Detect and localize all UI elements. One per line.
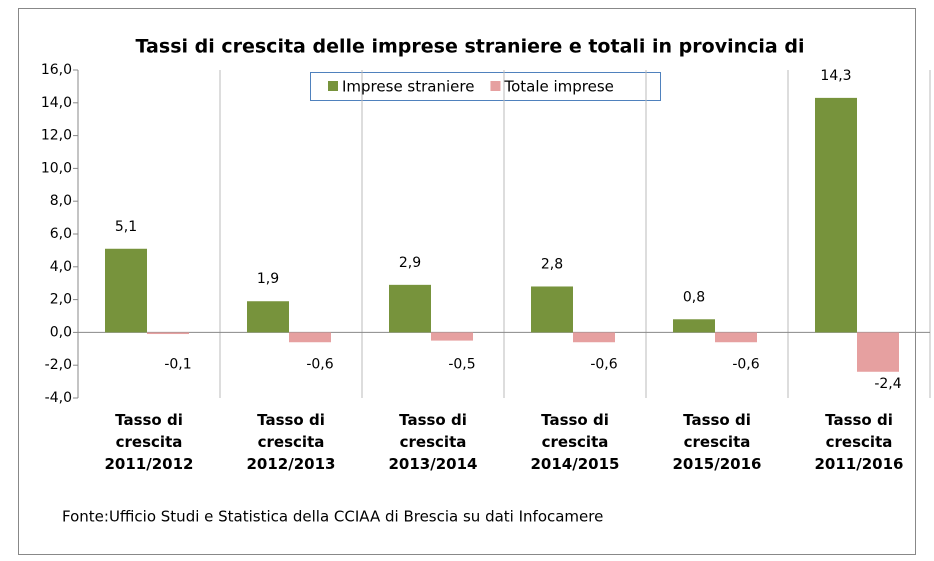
x-tick-label: Tasso di crescita 2013/2014 <box>388 411 478 473</box>
bar <box>815 97 857 333</box>
bar <box>573 332 615 343</box>
y-tick-label: 2,0 <box>50 292 72 308</box>
value-label: -0,1 <box>164 356 191 372</box>
bar <box>147 332 189 335</box>
bar <box>289 332 331 343</box>
bar <box>715 332 757 343</box>
legend-label: Imprese straniere <box>342 78 474 96</box>
bar <box>673 319 715 333</box>
y-tick-label: 6,0 <box>50 226 72 242</box>
value-label: 5,1 <box>115 219 137 235</box>
x-tick-label: Tasso di crescita 2014/2015 <box>530 411 620 473</box>
x-tick-label: Tasso di crescita 2012/2013 <box>246 411 336 473</box>
bar <box>105 248 147 333</box>
bar <box>247 301 289 333</box>
bar <box>431 332 473 341</box>
y-tick-label: 10,0 <box>41 160 72 176</box>
value-label: -0,6 <box>590 356 617 372</box>
value-label: -0,5 <box>448 356 475 372</box>
y-tick-label: 16,0 <box>41 62 72 78</box>
value-label: -0,6 <box>732 356 759 372</box>
value-label: 14,3 <box>820 68 851 84</box>
y-tick-label: -2,0 <box>45 357 72 373</box>
legend-swatch <box>328 81 338 91</box>
y-tick-label: 12,0 <box>41 128 72 144</box>
y-tick-label: -4,0 <box>45 390 72 406</box>
value-label: 1,9 <box>257 271 279 287</box>
value-label: 2,9 <box>399 255 421 271</box>
chart-title: Tassi di crescita delle imprese stranier… <box>136 36 805 58</box>
y-tick-label: 14,0 <box>41 95 72 111</box>
value-label: 2,8 <box>541 256 563 272</box>
bar <box>531 286 573 333</box>
bar <box>389 284 431 333</box>
x-tick-label: Tasso di crescita 2011/2012 <box>104 411 194 473</box>
y-tick-label: 8,0 <box>50 193 72 209</box>
value-label: 0,8 <box>683 289 705 305</box>
x-tick-label: Tasso di crescita 2011/2016 <box>814 411 904 473</box>
value-label: -0,6 <box>306 356 333 372</box>
legend-label: Totale imprese <box>503 78 613 96</box>
bar <box>857 332 899 372</box>
source-note: Fonte:Ufficio Studi e Statistica della C… <box>62 508 603 526</box>
x-tick-label: Tasso di crescita 2015/2016 <box>672 411 762 473</box>
legend-swatch <box>490 81 501 91</box>
y-tick-label: 0,0 <box>50 324 72 340</box>
legend-box <box>310 72 661 101</box>
value-label: -2,4 <box>874 376 901 392</box>
y-tick-label: 4,0 <box>50 259 72 275</box>
